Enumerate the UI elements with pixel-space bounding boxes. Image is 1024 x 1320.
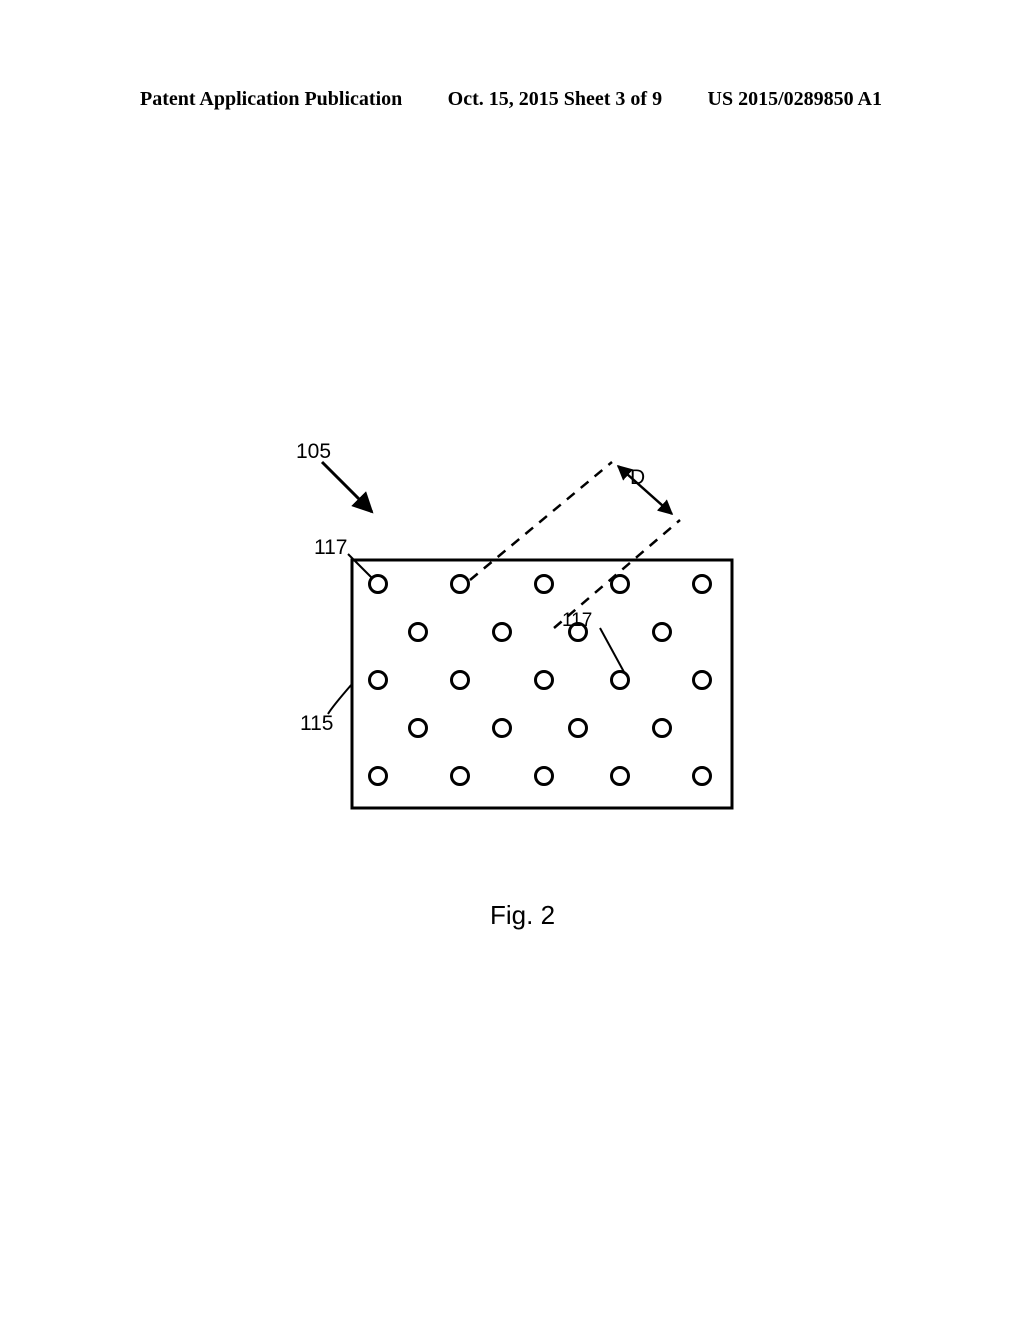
ref-117b: 117 bbox=[562, 610, 592, 632]
figure-svg bbox=[0, 0, 1024, 1320]
ref-115: 115 bbox=[300, 712, 333, 736]
dim-D: D bbox=[630, 466, 645, 490]
ref-105: 105 bbox=[296, 440, 331, 464]
patent-figure-page: Patent Application Publication Oct. 15, … bbox=[0, 0, 1024, 1320]
ref-117a: 117 bbox=[314, 536, 347, 560]
figure-caption: Fig. 2 bbox=[490, 900, 555, 931]
